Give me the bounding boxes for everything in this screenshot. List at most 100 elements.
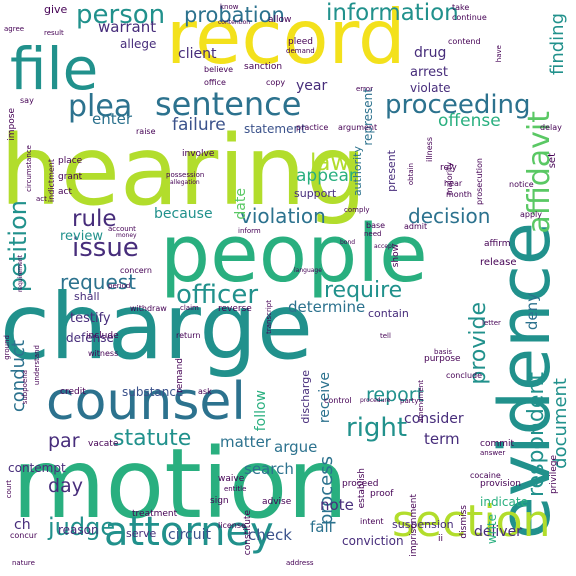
cloud-word-motion: motion <box>12 428 349 540</box>
cloud-word-search: search <box>244 460 294 478</box>
cloud-word-release: release <box>480 257 517 268</box>
cloud-word-counsel: counsel <box>46 372 246 432</box>
cloud-word-delay: delay <box>540 123 562 132</box>
cloud-word-witness: witness <box>88 349 119 358</box>
cloud-word-review: review <box>60 229 103 244</box>
cloud-word-violation: violation <box>240 204 326 228</box>
cloud-word-admit: admit <box>404 222 428 231</box>
cloud-word-court: court <box>5 480 13 499</box>
cloud-word-proceed: proceed <box>342 479 379 489</box>
cloud-word-deny: deny <box>523 293 541 331</box>
cloud-word-imprisonment: imprisonment <box>409 494 419 557</box>
cloud-word-party: party <box>400 397 419 405</box>
cloud-word-concern: concern <box>120 266 152 275</box>
cloud-word-month: month <box>446 190 472 199</box>
cloud-word-error: error <box>356 85 373 93</box>
cloud-word-contention: contention <box>218 19 251 26</box>
cloud-word-follow: follow <box>253 390 269 432</box>
cloud-word-return: return <box>176 331 201 340</box>
cloud-word-purpose: purpose <box>424 354 461 364</box>
cloud-word-ch: ch <box>14 517 31 533</box>
cloud-word-day: day <box>48 475 83 497</box>
cloud-word-person: person <box>76 0 166 30</box>
cloud-word-reason: reason <box>58 523 99 537</box>
cloud-word-affirm: affirm <box>484 239 511 249</box>
cloud-word-represent: represent <box>361 88 375 146</box>
cloud-word-cocaine: cocaine <box>470 471 501 480</box>
cloud-word-shall: shall <box>74 290 100 303</box>
cloud-word-comply: comply <box>344 206 370 214</box>
cloud-word-plea: plea <box>68 89 133 124</box>
cloud-word-demand: demand <box>286 47 315 55</box>
cloud-word-know: know <box>220 3 239 11</box>
cloud-word-support: support <box>294 187 337 200</box>
cloud-word-office: office <box>204 78 226 87</box>
cloud-word-apply: apply <box>520 210 543 219</box>
cloud-word-attorney: attorney <box>104 509 274 555</box>
cloud-word-nature: nature <box>12 559 35 567</box>
cloud-word-show: show <box>391 244 401 268</box>
cloud-word-inform: inform <box>238 227 261 235</box>
cloud-word-requirement: requirement <box>17 255 24 293</box>
cloud-word-circuit: circuit <box>168 527 211 543</box>
cloud-word-procedure: procedure <box>360 397 391 404</box>
cloud-word-pleed: pleed <box>288 37 314 47</box>
cloud-word-issue: issue <box>72 233 139 263</box>
cloud-word-officer: officer <box>176 280 259 310</box>
cloud-word-determine: determine <box>288 298 366 316</box>
cloud-word-account: account <box>108 225 136 233</box>
cloud-word-process: process <box>316 456 337 526</box>
cloud-word-argue: argue <box>274 438 318 456</box>
cloud-word-proceeding: proceeding <box>385 90 531 120</box>
cloud-word-set: set <box>547 153 558 169</box>
cloud-word-hear: hear <box>444 179 463 188</box>
cloud-word-consider: consider <box>404 411 464 427</box>
cloud-word-offense: offense <box>438 111 501 131</box>
cloud-word-waive: waive <box>218 474 245 484</box>
cloud-word-result: result <box>44 29 64 37</box>
cloud-word-vacate: vacate <box>88 439 119 449</box>
cloud-word-notice: notice <box>509 180 534 189</box>
cloud-word-warrant: warrant <box>98 18 157 36</box>
cloud-word-information: information <box>326 0 459 26</box>
cloud-word-contend: contend <box>448 37 481 46</box>
cloud-word-client: client <box>178 46 217 62</box>
cloud-word-rely: rely <box>440 163 457 173</box>
cloud-word-commit: commit <box>480 439 515 449</box>
cloud-word-withdraw: withdraw <box>130 304 167 313</box>
cloud-word-contain: contain <box>368 307 409 320</box>
cloud-word-amendment: amendment <box>417 380 425 423</box>
cloud-word-sanction: sanction <box>244 62 283 72</box>
cloud-word-proof: proof <box>370 489 394 499</box>
cloud-word-period: period <box>108 282 131 290</box>
cloud-word-present: present <box>385 150 398 192</box>
cloud-word-illness: illness <box>425 137 434 162</box>
cloud-word-judge: judge <box>48 513 116 541</box>
cloud-word-obtain: obtain <box>407 163 415 186</box>
cloud-word-probation: probation <box>184 3 285 27</box>
cloud-word-give: give <box>44 3 68 16</box>
cloud-word-involve: involve <box>182 149 215 159</box>
cloud-word-appear: appear <box>296 166 356 186</box>
cloud-word-conclude: conclude <box>446 371 483 380</box>
cloud-word-base: base <box>366 221 386 230</box>
cloud-word-concur: concur <box>10 531 38 540</box>
cloud-word-entitle: entitle <box>224 485 247 493</box>
cloud-word-allege: allege <box>120 37 157 51</box>
cloud-word-subpoena: subpoena <box>21 370 29 405</box>
cloud-word-require: require <box>324 278 403 303</box>
cloud-word-raise: raise <box>136 127 156 136</box>
cloud-word-finding: finding <box>547 13 568 76</box>
cloud-word-rule: rule <box>72 206 117 232</box>
cloud-word-note: note <box>320 496 354 514</box>
cloud-word-impose: impose <box>7 108 17 141</box>
cloud-word-claim: claim <box>180 304 199 312</box>
cloud-word-ask: ask <box>198 387 212 396</box>
cloud-word-credit: credit <box>60 387 86 397</box>
cloud-word-copy: copy <box>266 78 286 87</box>
cloud-word-indicate: indicate <box>480 495 528 509</box>
cloud-word-testify: testify <box>70 311 111 326</box>
cloud-word-section: section <box>392 496 551 547</box>
cloud-word-defense: defense <box>66 331 114 345</box>
